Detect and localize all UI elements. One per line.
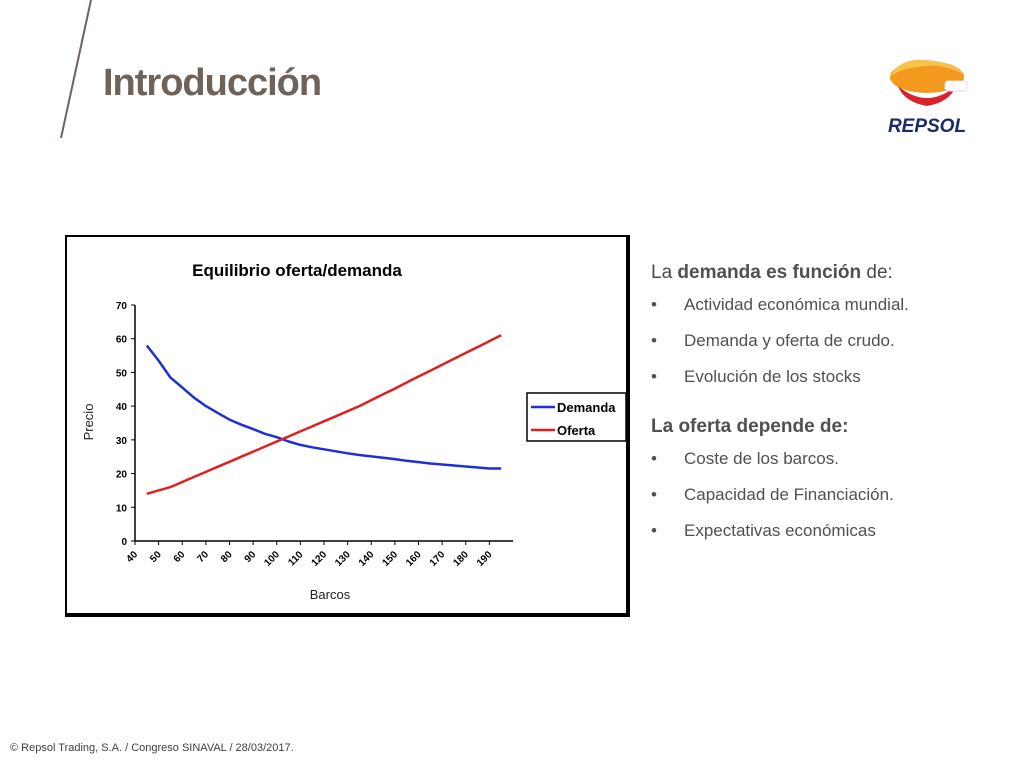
- list-item-text: Expectativas económicas: [684, 521, 876, 540]
- bullet-icon: •: [651, 449, 657, 468]
- y-axis-label: Precio: [81, 404, 96, 441]
- y-tick-label: 60: [116, 335, 128, 346]
- bullet-icon: •: [651, 521, 657, 540]
- x-tick-label: 80: [219, 549, 235, 565]
- demand-heading-prefix: La: [651, 262, 678, 283]
- right-panel: La demanda es función de: • Actividad eco…: [651, 262, 1011, 558]
- x-tick-label: 70: [195, 549, 211, 565]
- legend: Demanda Oferta: [526, 392, 627, 442]
- x-tick-label: 190: [475, 549, 495, 569]
- x-tick-label: 130: [333, 549, 353, 569]
- x-tick-label: 160: [404, 549, 424, 569]
- x-tick-label: 180: [451, 549, 471, 569]
- supply-heading-text: La oferta depende de:: [651, 416, 849, 437]
- x-tick-label: 40: [124, 549, 140, 565]
- x-tick-label: 90: [243, 549, 259, 565]
- demand-heading: La demanda es función de:: [651, 262, 1011, 284]
- chart-title: Equilibrio oferta/demanda: [192, 261, 402, 280]
- bullet-icon: •: [651, 485, 657, 504]
- list-item: • Demanda y oferta de crudo.: [651, 332, 1011, 350]
- y-tick-label: 10: [116, 503, 128, 514]
- y-tick-label: 70: [116, 301, 128, 312]
- svg-text:REPSOL: REPSOL: [888, 116, 966, 137]
- x-tick-label: 100: [262, 549, 282, 569]
- demand-heading-suffix: de:: [861, 262, 893, 283]
- list-item-text: Actividad económica mundial.: [684, 295, 909, 314]
- x-tick-label: 110: [286, 549, 305, 568]
- series-line-oferta: [146, 334, 502, 496]
- list-item: • Coste de los barcos.: [651, 450, 1011, 468]
- x-tick-label: 170: [428, 549, 448, 569]
- list-item-text: Evolución de los stocks: [684, 367, 861, 386]
- bullet-icon: •: [651, 367, 657, 386]
- x-axis-label: Barcos: [310, 587, 351, 602]
- list-item-text: Demanda y oferta de crudo.: [684, 331, 895, 350]
- x-tick-label: 50: [148, 549, 164, 565]
- series-line-demanda: [145, 344, 502, 470]
- y-tick-label: 0: [121, 537, 127, 548]
- y-tick-label: 30: [116, 436, 128, 447]
- repsol-logo: REPSOL: [872, 52, 982, 140]
- x-tick-label: 60: [172, 549, 188, 565]
- supply-bullet-list: • Coste de los barcos. • Capacidad de Fina…: [651, 450, 1011, 540]
- list-item: • Evolución de los stocks: [651, 368, 1011, 386]
- list-item: • Capacidad de Financiación.: [651, 486, 1011, 504]
- list-item-text: Capacidad de Financiación.: [684, 485, 894, 504]
- x-tick-label: 120: [310, 549, 330, 569]
- bullet-icon: •: [651, 295, 657, 314]
- y-tick-label: 50: [116, 368, 128, 379]
- y-tick-label: 40: [116, 402, 128, 413]
- demand-bullet-list: • Actividad económica mundial. • Demanda y…: [651, 296, 1011, 386]
- legend-supply-label: Oferta: [557, 423, 596, 438]
- x-tick-label: 140: [357, 549, 377, 569]
- chart-frame: Equilibrio oferta/demanda 0 10 20 30 40 50 60 7…: [65, 235, 630, 617]
- footer-copyright: © Repsol Trading, S.A. / Congreso SINAVA…: [10, 742, 294, 754]
- page-title: Introducción: [103, 62, 322, 104]
- supply-demand-chart: Equilibrio oferta/demanda 0 10 20 30 40 50 60 7…: [81, 261, 627, 602]
- list-item-text: Coste de los barcos.: [684, 449, 839, 468]
- demand-heading-bold: demanda es función: [677, 262, 862, 283]
- y-tick-label: 20: [116, 470, 128, 481]
- list-item: • Expectativas económicas: [651, 522, 1011, 540]
- x-tick-label: 150: [380, 549, 400, 569]
- legend-demand-label: Demanda: [557, 400, 616, 415]
- decorative-slash-line: [60, 0, 92, 139]
- list-item: • Actividad económica mundial.: [651, 296, 1011, 314]
- bullet-icon: •: [651, 331, 657, 350]
- supply-heading: La oferta depende de:: [651, 416, 1011, 438]
